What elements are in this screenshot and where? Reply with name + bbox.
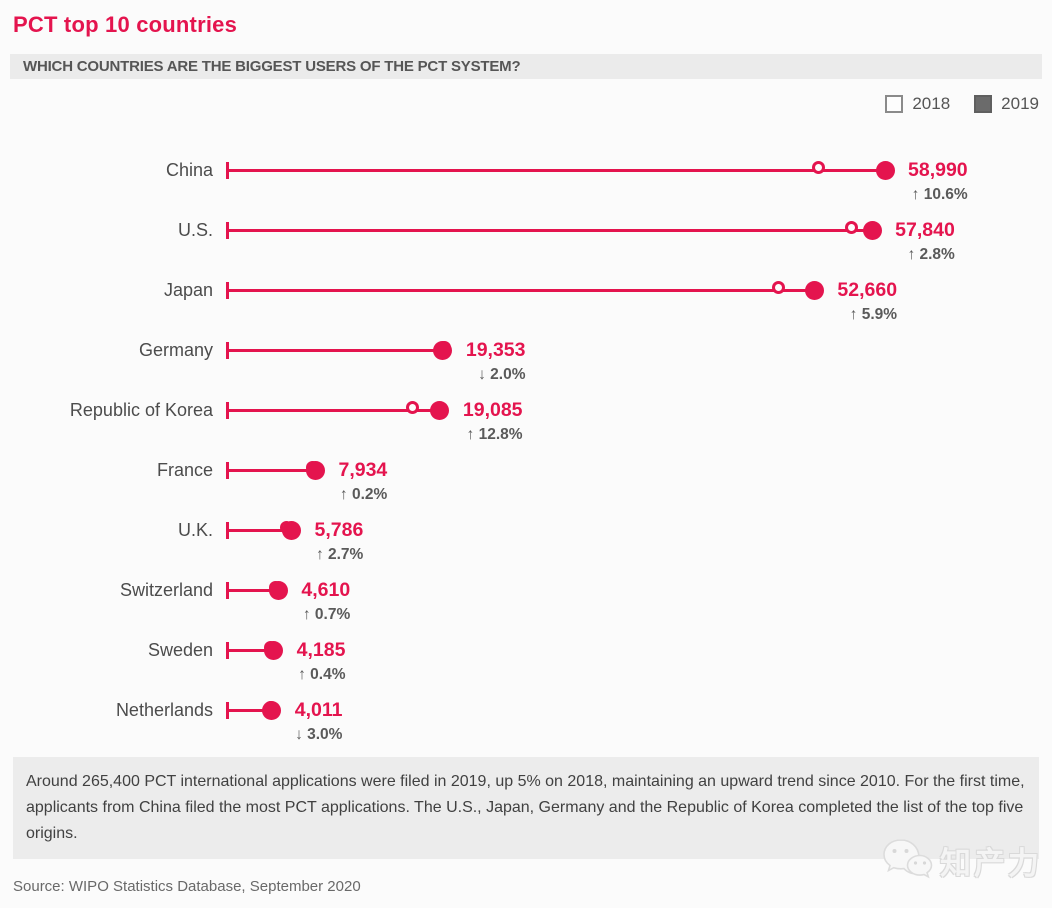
value-label-2019: 7,934 [338,459,388,481]
footnote-box: Around 265,400 PCT international applica… [13,757,1039,859]
value-label-2019: 4,185 [296,639,346,661]
country-label: Germany [138,340,213,360]
chart-row: U.K. 5,786 ↑ 2.7% [0,500,1052,563]
change-label: ↑ 0.4% [298,666,346,683]
change-label: ↑ 12.8% [466,426,523,443]
change-label: ↓ 2.0% [478,366,526,383]
marker-2019-filled-circle [875,160,895,180]
change-label: ↑ 2.7% [315,546,364,563]
value-label-2019: 52,660 [837,279,898,301]
watermark-text: 知产力 [940,845,1042,881]
marker-2019-filled-circle [282,520,302,540]
chart-row: Japan 52,660 ↑ 5.9% [0,260,1052,323]
marker-2019-filled-circle [862,220,882,240]
value-label-2019: 4,011 [294,699,343,721]
chart-row: Republic of Korea 19,085 ↑ 12.8% [0,380,1052,443]
connector-line [227,648,274,652]
marker-2019-filled-circle [305,460,325,480]
chart-row: Switzerland 4,610 ↑ 0.7% [0,560,1052,623]
source-note: Source: WIPO Statistics Database, Septem… [13,878,361,895]
wechat-icon [883,839,933,879]
value-label-2019: 58,990 [908,159,968,181]
value-label-2019: 4,610 [301,579,351,601]
country-label: France [156,460,213,480]
marker-2018-open-circle [845,220,859,234]
value-label-2019: 19,353 [465,339,526,361]
country-label: Netherlands [115,700,213,720]
change-label: ↑ 2.8% [907,246,955,263]
watermark: 知产力 [880,836,1042,884]
connector-line [227,708,272,712]
country-label: U.S. [177,220,213,240]
chart-row: Sweden 4,185 ↑ 0.4% [0,620,1052,683]
legend-label-2018: 2018 [912,94,951,113]
country-label: U.K. [177,520,213,540]
chart-row: Netherlands 4,011 ↓ 3.0% [0,680,1052,743]
country-label: China [165,160,213,180]
value-label-2019: 19,085 [462,399,523,421]
marker-2019-filled-circle [268,580,288,600]
marker-2019-filled-circle [262,700,282,720]
marker-2018-open-circle [812,160,826,174]
country-label: Switzerland [119,580,213,600]
chart-row: U.S. 57,840 ↑ 2.8% [0,200,1052,263]
value-label-2019: 5,786 [314,519,364,541]
country-label: Japan [163,280,213,300]
chart-row: France 7,934 ↑ 0.2% [0,440,1052,503]
chart-row: China 58,990 ↑ 10.6% [0,140,1052,203]
chart-row: Germany 19,353 ↓ 2.0% [0,320,1052,383]
marker-2019-filled-circle [804,280,824,300]
legend-swatch-2019-filled-square [974,95,993,113]
subtitle-text: WHICH COUNTRIES ARE THE BIGGEST USERS OF… [23,58,521,75]
marker-2019-filled-circle [433,340,453,360]
country-label: Republic of Korea [69,400,213,420]
change-label: ↑ 5.9% [849,306,898,323]
subtitle-bar: WHICH COUNTRIES ARE THE BIGGEST USERS OF… [10,54,1042,79]
connector-line [227,228,873,232]
dumbbell-chart: China 58,990 ↑ 10.6% U.S. 57,840 ↑ 2.8% Japan 5… [0,140,1052,752]
marker-2018-open-circle [406,400,420,414]
change-label: ↑ 0.7% [302,606,351,623]
page-title: PCT top 10 countries [13,12,238,37]
value-label-2019: 57,840 [895,219,955,241]
legend-label-2019: 2019 [1001,94,1039,113]
legend-swatch-2018-open-square [885,95,904,113]
change-label: ↑ 0.2% [339,486,388,503]
connector-line [227,408,440,412]
connector-line [227,288,815,292]
marker-2019-filled-circle [264,640,284,660]
marker-2019-filled-circle [430,400,450,420]
connector-line [227,528,292,532]
change-label: ↓ 3.0% [295,726,343,743]
connector-line [227,468,316,472]
chart-legend: 2018 2019 [885,94,1039,114]
change-label: ↑ 10.6% [911,186,968,203]
footnote-text: Around 265,400 PCT international applica… [26,773,1025,842]
connector-line [227,348,443,352]
connector-line [227,588,279,592]
connector-line [227,168,885,172]
country-label: Sweden [147,640,213,660]
legend-item-2019: 2019 [974,94,1039,114]
legend-item-2018: 2018 [885,94,950,114]
marker-2018-open-circle [772,280,786,294]
